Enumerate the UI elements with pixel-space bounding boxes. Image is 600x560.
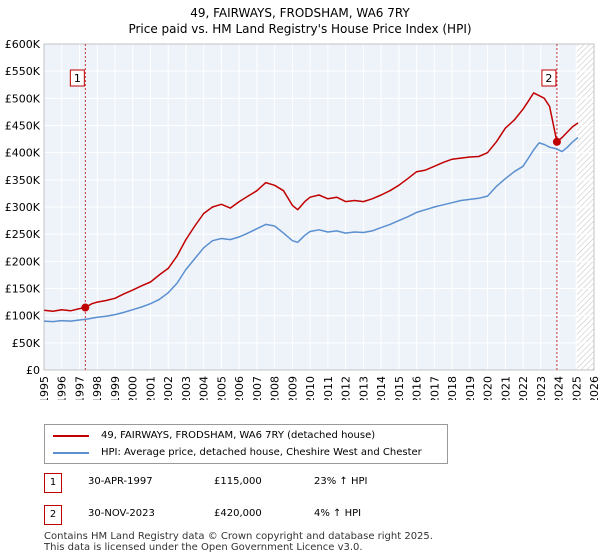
x-tick-label: 2017 <box>428 376 441 400</box>
x-tick-label: 2002 <box>162 376 175 400</box>
transaction-date: 30-NOV-2023 <box>88 508 155 519</box>
x-tick-label: 2007 <box>251 376 264 400</box>
y-tick-label: £50K <box>12 337 41 350</box>
y-tick-label: £100K <box>5 310 41 323</box>
annotation-badge <box>541 69 557 87</box>
transaction-hpi-change: 4% ↑ HPI <box>314 508 362 519</box>
transaction-hpi-change: 23% ↑ HPI <box>314 476 368 487</box>
transaction-badge: 2 <box>44 505 62 525</box>
x-tick-label: 2000 <box>127 376 140 400</box>
transaction-row-1: 1 30-APR-1997 £115,000 23% ↑ HPI <box>44 473 564 493</box>
y-tick-label: £500K <box>5 92 41 105</box>
x-tick-label: 2016 <box>411 376 424 400</box>
x-tick-label: 2010 <box>304 376 317 400</box>
x-tick-label: 2001 <box>144 376 157 400</box>
x-tick-label: 1996 <box>56 376 69 400</box>
x-tick-label: 2005 <box>215 376 228 400</box>
x-tick-label: 2008 <box>269 376 282 400</box>
x-tick-label: 2009 <box>286 376 299 400</box>
x-tick-label: 2015 <box>393 376 406 400</box>
chart-title: 49, FAIRWAYS, FRODSHAM, WA6 7RY <box>190 6 410 20</box>
y-tick-label: £600K <box>5 38 41 51</box>
x-tick-label: 2018 <box>446 376 459 400</box>
x-tick-label: 2019 <box>464 376 477 400</box>
sale-point-marker <box>81 303 90 312</box>
sale-point-marker <box>552 137 561 146</box>
y-tick-label: £300K <box>5 201 41 214</box>
y-tick-label: £200K <box>5 255 41 268</box>
x-tick-label: 2025 <box>570 376 583 400</box>
x-tick-label: 1997 <box>73 376 86 400</box>
y-tick-label: £400K <box>5 147 41 160</box>
property-series-line <box>43 92 579 313</box>
x-tick-label: 2006 <box>233 376 246 400</box>
x-tick-label: 1999 <box>109 376 122 400</box>
x-tick-label: 1995 <box>38 376 51 400</box>
x-tick-label: 2003 <box>180 376 193 400</box>
chart-subtitle: Price paid vs. HM Land Registry's House … <box>128 22 472 36</box>
legend-label-property: 49, FAIRWAYS, FRODSHAM, WA6 7RY (detache… <box>101 430 376 441</box>
x-tick-label: 2021 <box>499 376 512 400</box>
x-tick-label: 2004 <box>198 376 211 400</box>
x-tick-label: 2020 <box>482 376 495 400</box>
x-tick-label: 2011 <box>322 376 335 400</box>
footer-line-copyright: Contains HM Land Registry data © Crown c… <box>44 531 433 542</box>
y-tick-label: £450K <box>5 120 41 133</box>
transaction-badge: 1 <box>44 473 62 493</box>
transaction-price: £115,000 <box>214 476 262 487</box>
legend-swatch-blue-line <box>53 452 89 454</box>
y-tick-label: £550K <box>5 65 41 78</box>
x-tick-label: 2024 <box>553 376 566 400</box>
legend-label-hpi: HPI: Average price, detached house, Ches… <box>101 447 422 458</box>
plot-border <box>43 43 595 371</box>
x-tick-label: 2014 <box>375 376 388 400</box>
hpi-series-line <box>43 136 579 323</box>
annotation-badge-label: 1 <box>74 72 81 85</box>
transaction-row-2: 2 30-NOV-2023 £420,000 4% ↑ HPI <box>44 505 564 525</box>
annotation-badge <box>69 69 85 87</box>
x-tick-label: 2023 <box>535 376 548 400</box>
x-tick-label: 2012 <box>340 376 353 400</box>
transaction-price: £420,000 <box>214 508 262 519</box>
x-tick-label: 1998 <box>91 376 104 400</box>
y-tick-label: £150K <box>5 283 41 296</box>
price-chart: £0 £50K £100K £150K £200K £250K £300K £350K £400… <box>5 38 600 400</box>
y-tick-label: £250K <box>5 228 41 241</box>
y-tick-label: £0 <box>26 364 40 377</box>
y-tick-label: £350K <box>5 174 41 187</box>
footer-attribution: Contains HM Land Registry data © Crown c… <box>44 531 433 553</box>
transaction-date: 30-APR-1997 <box>88 476 153 487</box>
footer-line-licence: This data is licensed under the Open Gov… <box>44 542 363 553</box>
legend: 49, FAIRWAYS, FRODSHAM, WA6 7RY (detache… <box>44 424 448 464</box>
legend-swatch-red-line <box>53 435 89 437</box>
x-tick-label: 2026 <box>588 376 600 400</box>
x-tick-label: 2022 <box>517 376 530 400</box>
x-tick-label: 2013 <box>357 376 370 400</box>
annotation-badge-label: 2 <box>545 72 552 85</box>
